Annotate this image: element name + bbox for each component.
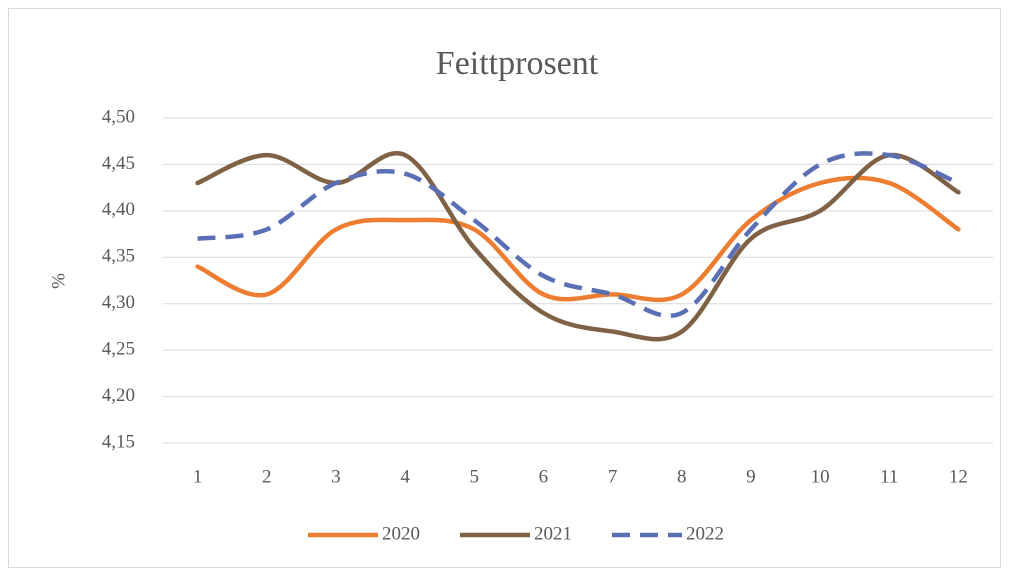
data-line [197, 151, 960, 319]
legend-label: 2022 [686, 523, 724, 544]
x-tick-label: 12 [949, 466, 968, 487]
x-tick-label: 5 [470, 466, 480, 487]
chart-border [8, 8, 1001, 568]
legend-label: 2021 [534, 523, 572, 544]
x-tick-label: 2 [262, 466, 272, 487]
x-tick-label: 9 [746, 466, 756, 487]
data-line [195, 175, 961, 303]
y-axis-label: % [48, 273, 69, 289]
x-tick-label: 6 [539, 466, 549, 487]
y-tick-label: 4,45 [102, 153, 135, 174]
x-tick-label: 8 [677, 466, 687, 487]
y-tick-label: 4,50 [102, 106, 135, 127]
x-tick-label: 4 [400, 466, 410, 487]
x-tick-label: 10 [811, 466, 830, 487]
y-tick-label: 4,25 [102, 339, 135, 360]
y-tick-label: 4,40 [102, 199, 135, 220]
x-tick-label: 7 [608, 466, 618, 487]
y-tick-label: 4,35 [102, 246, 135, 267]
x-tick-label: 3 [331, 466, 341, 487]
y-tick-label: 4,30 [102, 292, 135, 313]
y-tick-label: 4,15 [102, 431, 135, 452]
y-tick-label: 4,20 [102, 385, 135, 406]
legend-label: 2020 [382, 523, 420, 544]
x-tick-label: 1 [193, 466, 203, 487]
chart-title: Feittprosent [436, 45, 599, 82]
x-tick-label: 11 [880, 466, 898, 487]
